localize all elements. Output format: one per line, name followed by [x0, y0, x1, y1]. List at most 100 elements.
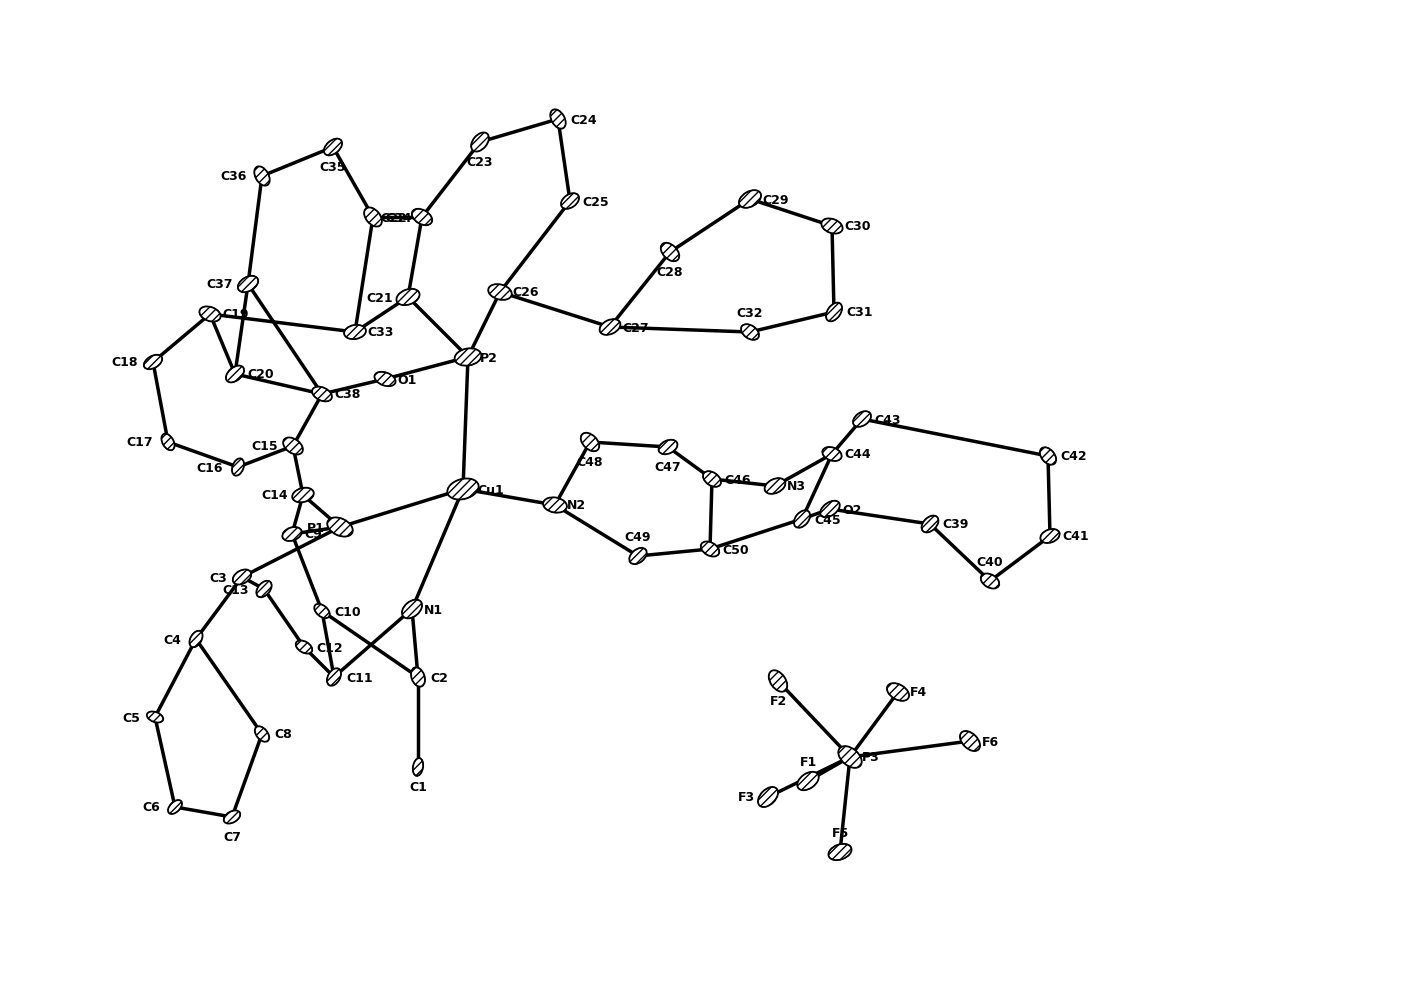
Ellipse shape: [323, 139, 342, 156]
Text: C12: C12: [316, 641, 343, 654]
Text: P2: P2: [479, 351, 498, 364]
Text: O2: O2: [842, 503, 862, 516]
Text: C21: C21: [367, 291, 394, 304]
Text: C32: C32: [737, 307, 763, 320]
Text: C7: C7: [224, 830, 240, 844]
Text: C37: C37: [207, 278, 233, 291]
Ellipse shape: [412, 210, 432, 226]
Text: C42: C42: [1060, 450, 1087, 463]
Ellipse shape: [769, 671, 787, 692]
Ellipse shape: [823, 447, 842, 461]
Text: C44: C44: [844, 448, 870, 461]
Ellipse shape: [396, 290, 419, 306]
Text: P3: P3: [862, 751, 880, 763]
Text: C8: C8: [274, 728, 292, 741]
Ellipse shape: [741, 325, 759, 340]
Ellipse shape: [960, 731, 980, 751]
Ellipse shape: [232, 459, 245, 476]
Ellipse shape: [312, 387, 332, 402]
Text: C26: C26: [512, 286, 538, 299]
Text: C19: C19: [222, 308, 249, 321]
Text: C34: C34: [385, 212, 412, 225]
Text: C15: C15: [252, 440, 278, 453]
Text: C9: C9: [304, 528, 322, 541]
Text: C23: C23: [467, 155, 494, 169]
Text: F2: F2: [769, 694, 786, 707]
Ellipse shape: [561, 194, 579, 210]
Text: C13: C13: [222, 583, 249, 596]
Ellipse shape: [169, 800, 181, 814]
Text: C14: C14: [262, 489, 288, 502]
Ellipse shape: [471, 133, 489, 152]
Ellipse shape: [143, 355, 162, 370]
Ellipse shape: [190, 631, 202, 648]
Text: N2: N2: [567, 499, 586, 512]
Ellipse shape: [488, 285, 512, 301]
Ellipse shape: [283, 528, 302, 542]
Text: F4: F4: [910, 686, 927, 699]
Text: C5: C5: [122, 711, 141, 724]
Ellipse shape: [224, 810, 240, 823]
Ellipse shape: [828, 844, 852, 861]
Text: C29: C29: [762, 194, 789, 207]
Ellipse shape: [981, 574, 1000, 589]
Ellipse shape: [794, 511, 810, 529]
Ellipse shape: [581, 433, 599, 451]
Ellipse shape: [658, 440, 678, 454]
Text: C43: C43: [875, 413, 900, 426]
Ellipse shape: [328, 518, 353, 537]
Ellipse shape: [254, 168, 270, 187]
Text: N3: N3: [787, 480, 806, 493]
Ellipse shape: [283, 438, 302, 455]
Ellipse shape: [226, 366, 245, 383]
Text: Cu1: Cu1: [477, 483, 503, 496]
Text: O1: O1: [396, 373, 416, 386]
Ellipse shape: [256, 581, 271, 598]
Text: C3: C3: [209, 571, 226, 584]
Ellipse shape: [661, 244, 679, 262]
Text: C48: C48: [576, 455, 603, 468]
Ellipse shape: [853, 412, 870, 427]
Text: C6: C6: [142, 800, 160, 813]
Ellipse shape: [703, 471, 721, 487]
Text: C4: C4: [163, 633, 181, 646]
Text: C24: C24: [569, 113, 596, 126]
Text: C38: C38: [335, 388, 360, 401]
Ellipse shape: [921, 517, 938, 533]
Text: C27: C27: [621, 321, 648, 334]
Ellipse shape: [700, 542, 720, 557]
Text: C25: C25: [582, 196, 609, 209]
Ellipse shape: [550, 110, 565, 129]
Ellipse shape: [411, 668, 425, 687]
Ellipse shape: [364, 209, 382, 228]
Text: C50: C50: [723, 543, 748, 556]
Ellipse shape: [740, 191, 761, 209]
Ellipse shape: [758, 787, 778, 807]
Ellipse shape: [200, 307, 221, 322]
Ellipse shape: [630, 549, 647, 565]
Text: C16: C16: [197, 461, 224, 474]
Ellipse shape: [797, 772, 818, 790]
Ellipse shape: [454, 349, 481, 366]
Ellipse shape: [599, 320, 620, 336]
Text: C28: C28: [657, 266, 683, 279]
Text: C33: C33: [367, 326, 394, 339]
Text: C47: C47: [655, 460, 682, 473]
Ellipse shape: [146, 712, 163, 723]
Ellipse shape: [543, 497, 567, 514]
Ellipse shape: [413, 758, 423, 776]
Text: C30: C30: [844, 221, 870, 234]
Ellipse shape: [295, 641, 312, 654]
Text: C17: C17: [127, 436, 153, 449]
Text: C49: C49: [624, 531, 651, 544]
Text: C11: C11: [346, 671, 373, 684]
Text: C1: C1: [409, 780, 427, 793]
Ellipse shape: [1040, 447, 1056, 465]
Text: C46: C46: [724, 473, 751, 486]
Text: F5: F5: [831, 826, 849, 840]
Text: C31: C31: [846, 306, 873, 319]
Text: N1: N1: [425, 603, 443, 616]
Text: F1: F1: [800, 755, 817, 768]
Ellipse shape: [825, 303, 842, 322]
Text: C18: C18: [111, 356, 138, 369]
